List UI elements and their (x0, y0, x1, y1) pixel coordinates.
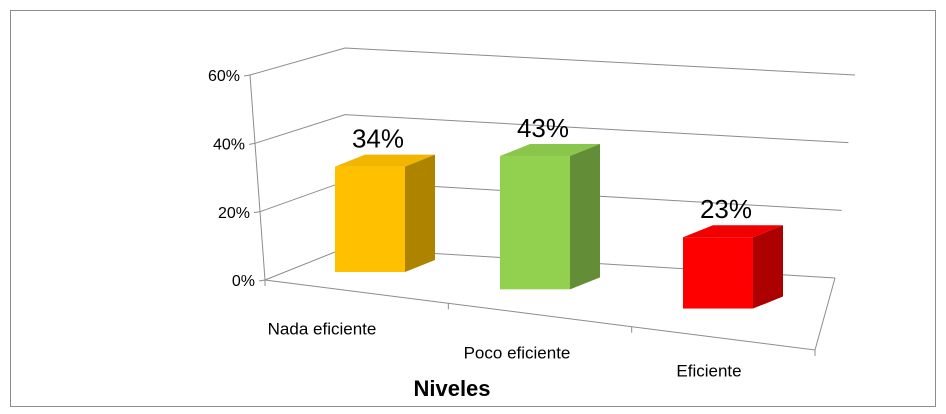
chart-frame (10, 10, 936, 407)
bar (335, 166, 405, 272)
y-tick (258, 279, 266, 282)
bar-top (500, 144, 600, 157)
value-label: 23% (700, 194, 752, 224)
y-tick-label: 0% (232, 273, 255, 290)
y-tick-label: 20% (218, 205, 250, 222)
value-label: 43% (517, 113, 569, 143)
grid-line (254, 114, 849, 144)
y-tick-label: 40% (213, 137, 245, 154)
grid-line (249, 47, 856, 76)
bar (683, 237, 753, 309)
bar-side (570, 144, 600, 290)
y-axis-line (249, 74, 266, 281)
y-tick (248, 142, 256, 145)
bar-top (683, 225, 783, 238)
x-tick-label: Nada eficiente (268, 319, 377, 338)
bar-top (335, 154, 435, 167)
value-label: 34% (352, 123, 404, 153)
x-axis-title: Niveles (413, 376, 490, 401)
bar-side (753, 225, 783, 309)
bar-side (405, 154, 435, 272)
x-tick-label: Poco eficiente (464, 343, 571, 362)
y-tick (243, 74, 251, 77)
y-tick-label: 60% (208, 68, 240, 85)
x-tick-label: Eficiente (676, 361, 741, 380)
bar (500, 156, 570, 290)
y-tick (253, 211, 261, 214)
